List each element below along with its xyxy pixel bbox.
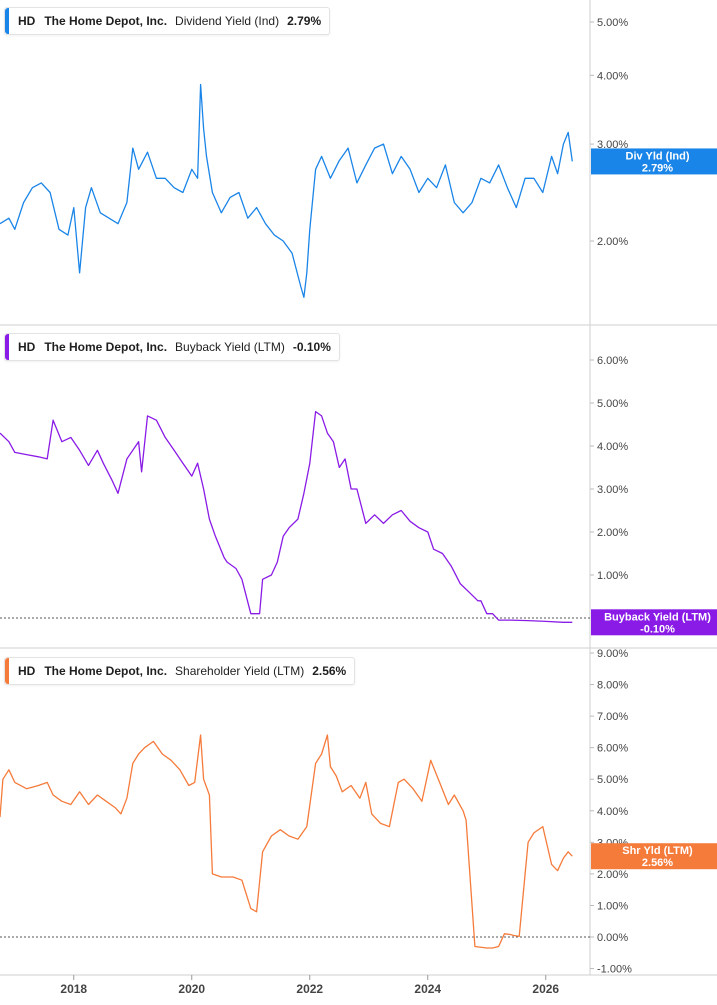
y-tick-label: 2.00% — [597, 236, 628, 248]
value-flag-label: Shr Yld (LTM) — [622, 845, 693, 857]
value-flag-label: Div Yld (Ind) — [626, 150, 690, 162]
y-tick-label: 2.00% — [597, 527, 628, 539]
legend-value: -0.10% — [292, 340, 331, 354]
legend-metric: Dividend Yield (Ind) — [175, 14, 280, 28]
y-tick-label: 3.00% — [597, 139, 628, 151]
legend-company: The Home Depot, Inc. — [44, 664, 168, 678]
y-tick-label: 3.00% — [597, 484, 628, 496]
series-line-0 — [0, 83, 573, 298]
legend-company: The Home Depot, Inc. — [44, 14, 168, 28]
value-flag-1: Buyback Yield (LTM)-0.10% — [591, 609, 717, 636]
x-tick-label: 2022 — [296, 982, 323, 996]
y-tick-label: 6.00% — [597, 743, 628, 755]
y-tick-label: 8.00% — [597, 680, 628, 692]
legend-ticker: HD — [18, 664, 36, 678]
legend-value: 2.79% — [287, 14, 322, 28]
y-tick-label: 6.00% — [597, 355, 628, 367]
value-flag-value: -0.10% — [640, 623, 675, 635]
y-tick-label: 2.00% — [597, 869, 628, 881]
series-line-2 — [0, 734, 573, 949]
legend-ticker: HD — [18, 340, 36, 354]
legend-value: 2.56% — [312, 664, 347, 678]
value-flag-bg — [591, 148, 717, 175]
y-tick-label: 4.00% — [597, 441, 628, 453]
y-tick-label: 1.00% — [597, 900, 628, 912]
legend-metric: Shareholder Yield (LTM) — [175, 664, 305, 678]
x-tick-label: 2026 — [532, 982, 559, 996]
value-flag-bg — [591, 609, 717, 636]
legend-swatch-shareholder — [5, 658, 9, 684]
legend-swatch-dividend — [5, 8, 9, 34]
legend-ticker: HD — [18, 14, 36, 28]
y-tick-label: 4.00% — [597, 70, 628, 82]
value-flag-value: 2.56% — [642, 857, 673, 869]
y-tick-label: 1.00% — [597, 570, 628, 582]
value-flag-label: Buyback Yield (LTM) — [604, 611, 711, 623]
y-tick-label: 9.00% — [597, 648, 628, 660]
x-tick-label: 2024 — [414, 982, 441, 996]
legend-company: The Home Depot, Inc. — [44, 340, 168, 354]
legend-swatch-buyback — [5, 334, 9, 360]
legend-shareholder-yield: HD The Home Depot, Inc. Shareholder Yiel… — [4, 657, 356, 685]
value-flag-value: 2.79% — [642, 162, 673, 174]
value-flag-2: Shr Yld (LTM)2.56% — [591, 843, 717, 870]
y-tick-label: -1.00% — [597, 964, 632, 976]
y-tick-label: 5.00% — [597, 17, 628, 29]
legend-buyback-yield: HD The Home Depot, Inc. Buyback Yield (L… — [4, 333, 340, 361]
legend-dividend-yield: HD The Home Depot, Inc. Dividend Yield (… — [4, 7, 331, 35]
x-tick-label: 2020 — [178, 982, 205, 996]
y-tick-label: 5.00% — [597, 398, 628, 410]
legend-metric: Buyback Yield (LTM) — [175, 340, 285, 354]
series-line-1 — [0, 410, 573, 623]
value-flag-bg — [591, 843, 717, 870]
x-tick-label: 2018 — [60, 982, 87, 996]
y-tick-label: 5.00% — [597, 774, 628, 786]
y-tick-label: 7.00% — [597, 711, 628, 723]
value-flag-0: Div Yld (Ind)2.79% — [591, 148, 717, 175]
y-tick-label: 0.00% — [597, 932, 628, 944]
y-tick-label: 4.00% — [597, 806, 628, 818]
